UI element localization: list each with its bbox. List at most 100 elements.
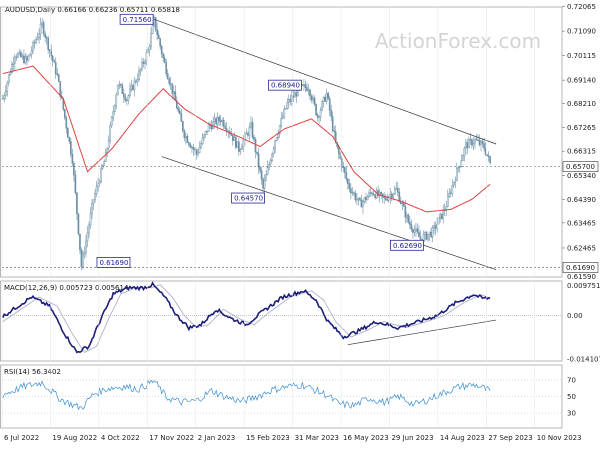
macd-line — [2, 281, 491, 354]
x-tick-label: 10 Nov 2023 — [537, 434, 582, 442]
candle-body — [480, 140, 482, 145]
macd-label: MACD(12,26,9) 0.005723 0.005614 — [4, 284, 129, 292]
candle-body — [110, 116, 113, 126]
candle-body — [357, 197, 360, 200]
candle-body — [307, 89, 310, 91]
candle-body — [235, 136, 237, 148]
candle-body — [51, 55, 54, 62]
candle-body — [274, 140, 277, 149]
candle-body — [439, 213, 441, 218]
candle-body — [269, 160, 272, 165]
candle-body — [398, 191, 401, 202]
macd-tick-label: 0.009751 — [567, 282, 600, 290]
candle-body — [301, 84, 304, 86]
candle-body — [289, 99, 292, 102]
candle-body — [218, 116, 221, 121]
candle-body — [29, 53, 31, 57]
candle-body — [73, 163, 75, 176]
candle-body — [348, 183, 351, 189]
candle-body — [86, 232, 89, 242]
candle-body — [316, 114, 319, 118]
candle-body — [486, 154, 488, 156]
x-tick-label: 29 Jun 2023 — [391, 434, 433, 442]
candle-body — [53, 60, 56, 63]
candle-body — [242, 139, 245, 148]
candle-body — [26, 56, 28, 61]
macd-signal-line — [2, 284, 491, 353]
candle-body — [169, 83, 172, 85]
candle-body — [195, 149, 198, 155]
watermark: ActionForex.com — [375, 29, 541, 53]
candle-body — [291, 95, 293, 102]
macd-panel: MACD(12,26,9) 0.005723 0.005614 0.009751 0… — [2, 281, 600, 363]
candle-body — [88, 224, 90, 234]
candle-body — [266, 167, 269, 175]
candle-body — [425, 232, 428, 240]
candle-body — [268, 163, 270, 168]
candle-body — [157, 34, 160, 39]
candle-body — [386, 199, 389, 201]
swing-label: 0.71560 — [123, 16, 152, 24]
candle-body — [42, 22, 45, 35]
candle-body — [6, 82, 9, 92]
candle-body — [33, 42, 36, 44]
candle-body — [79, 233, 81, 251]
candle-body — [434, 225, 437, 229]
candle-body — [191, 147, 193, 149]
swing-label-box — [268, 79, 302, 91]
candle-body — [168, 78, 171, 84]
candle-body — [366, 196, 369, 201]
candle-body — [442, 209, 445, 219]
candle-body — [304, 84, 307, 88]
moving-average-line — [2, 65, 491, 213]
candle-body — [24, 56, 27, 64]
candle-body — [123, 93, 125, 98]
candle-body — [315, 103, 317, 115]
candle-body — [253, 136, 255, 140]
x-tick-label: 31 Mar 2023 — [295, 434, 339, 442]
candle-body — [396, 187, 399, 193]
candle-body — [172, 91, 175, 94]
candle-body — [393, 188, 396, 195]
candle-body — [160, 46, 163, 55]
candle-body — [186, 135, 189, 143]
candle-body — [449, 192, 452, 194]
candle-body — [35, 39, 37, 44]
candle-body — [30, 50, 33, 55]
candle-body — [263, 180, 266, 189]
candle-body — [116, 84, 119, 96]
candle-body — [368, 192, 370, 197]
price-tick-label: 0.72065 — [567, 3, 596, 11]
candle-body — [309, 89, 311, 97]
current-price-label-box — [562, 161, 599, 172]
candle-body — [477, 139, 479, 141]
candle-body — [3, 95, 6, 100]
candle-body — [407, 214, 410, 223]
candle-body — [82, 253, 84, 267]
candle-body — [48, 49, 51, 52]
candle-body — [20, 51, 22, 58]
candle-body — [104, 152, 107, 162]
candle-body — [347, 178, 349, 184]
candle-body — [286, 102, 289, 109]
candle-body — [148, 46, 151, 51]
price-tick-label: 0.70115 — [567, 52, 596, 60]
candle-body — [283, 108, 286, 118]
axes: 6 Jul 2022 19 Aug 2022 4 Oct 2022 17 Nov 20… — [0, 3, 596, 442]
candle-body — [166, 73, 169, 80]
candle-body — [118, 83, 121, 86]
candle-body — [403, 203, 405, 207]
candle-body — [392, 193, 395, 198]
candle-body — [324, 96, 326, 102]
candle-body — [97, 183, 99, 187]
candle-body — [129, 88, 131, 96]
candle-body — [310, 95, 313, 101]
candle-body — [428, 231, 431, 235]
candle-body — [265, 174, 267, 181]
candle-body — [312, 97, 314, 101]
candle-body — [375, 190, 378, 199]
candle-body — [207, 124, 210, 133]
candle-body — [18, 51, 21, 55]
x-tick-label: 14 Aug 2023 — [440, 434, 485, 442]
candle-body — [254, 139, 257, 153]
